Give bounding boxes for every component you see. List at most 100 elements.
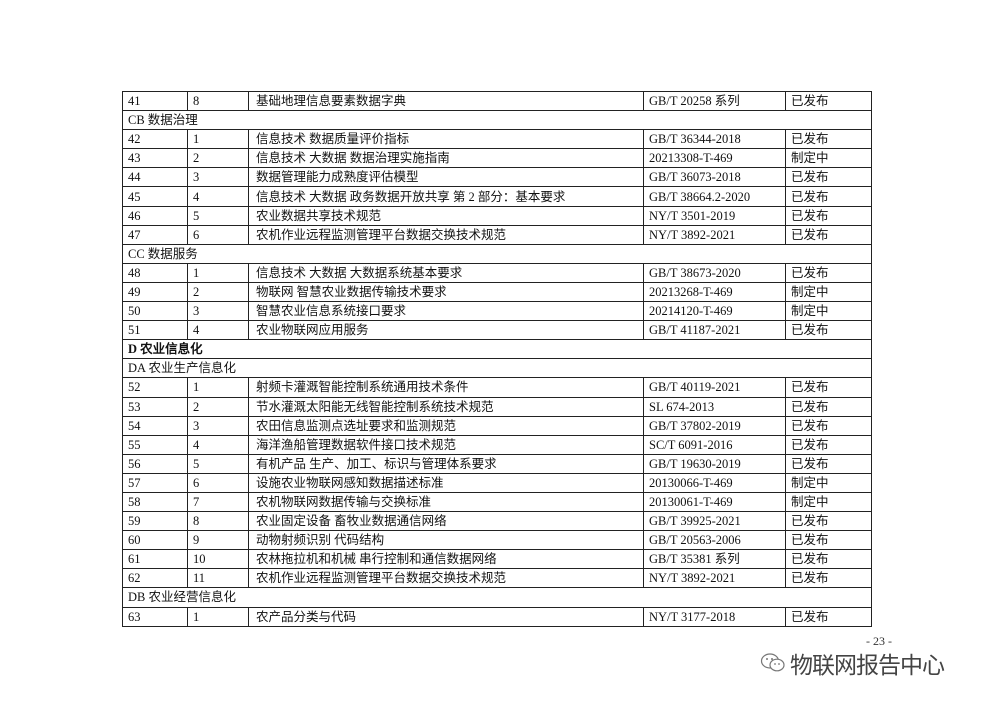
standard-code: 20130066-T-469 [643,472,786,493]
standard-code: NY/T 3501-2019 [643,205,786,226]
standard-code: 20213268-T-469 [643,281,786,303]
standard-code: GB/T 39925-2021 [643,511,786,532]
sub-number: 10 [187,549,249,570]
table-row: 62 11 农机作业远程监测管理平台数据交换技术规范 NY/T 3892-2021 已发… [122,568,872,589]
standard-code: SC/T 6091-2016 [643,434,786,455]
section-label: DB 农业经营信息化 [122,587,872,608]
row-number: 57 [122,472,188,493]
table-row: 50 3 智慧农业信息系统接口要求 20214120-T-469 制定中 [122,301,872,322]
table-row: 49 2 物联网 智慧农业数据传输技术要求 20213268-T-469 制定中 [122,281,872,303]
sub-number: 1 [187,262,249,283]
table-row: 45 4 信息技术 大数据 政务数据开放共享 第 2 部分：基本要求 GB/T 386… [122,186,872,207]
status: 已发布 [785,453,872,474]
row-number: 58 [122,491,188,513]
table-row: 44 3 数据管理能力成熟度评估模型 GB/T 36073-2018 已发布 [122,167,872,188]
standard-name: 数据管理能力成熟度评估模型 [248,167,644,188]
sub-number: 1 [187,129,249,150]
status: 已发布 [785,129,872,150]
sub-number: 2 [187,396,249,417]
table-row: 56 5 有机产品 生产、加工、标识与管理体系要求 GB/T 19630-2019 已发… [122,453,872,474]
row-number: 44 [122,167,188,188]
status: 制定中 [785,281,872,303]
section-label: D 农业信息化 [122,339,872,360]
status: 已发布 [785,90,872,112]
section-row: DA 农业生产信息化 [122,358,872,379]
watermark: 物联网报告中心 [760,646,945,680]
status: 已发布 [785,511,872,532]
section-label: DA 农业生产信息化 [122,358,872,379]
row-number: 56 [122,453,188,474]
standard-code: NY/T 3177-2018 [643,606,786,627]
standard-code: NY/T 3892-2021 [643,568,786,589]
standard-name: 基础地理信息要素数据字典 [248,90,644,112]
standard-code: GB/T 20258 系列 [643,90,786,112]
row-number: 46 [122,205,188,226]
section-row: CC 数据服务 [122,243,872,264]
table-row: 54 3 农田信息监测点选址要求和监测规范 GB/T 37802-2019 已发布 [122,415,872,436]
table-row: 47 6 农机作业远程监测管理平台数据交换技术规范 NY/T 3892-2021 已发布 [122,224,872,245]
status: 制定中 [785,491,872,513]
row-number: 60 [122,530,188,551]
sub-number: 4 [187,320,249,341]
row-number: 42 [122,129,188,150]
standard-name: 设施农业物联网感知数据描述标准 [248,472,644,493]
status: 制定中 [785,148,872,169]
page-number: - 23 - [866,634,892,648]
standard-name: 农业数据共享技术规范 [248,205,644,226]
row-number: 59 [122,511,188,532]
standard-code: GB/T 40119-2021 [643,377,786,398]
table-row: 58 7 农机物联网数据传输与交换标准 20130061-T-469 制定中 [122,491,872,513]
standard-name: 农业固定设备 畜牧业数据通信网络 [248,511,644,532]
standard-code: NY/T 3892-2021 [643,224,786,245]
sub-number: 2 [187,148,249,169]
table-row: 59 8 农业固定设备 畜牧业数据通信网络 GB/T 39925-2021 已发布 [122,511,872,532]
status: 已发布 [785,434,872,455]
status: 已发布 [785,606,872,627]
section-row: DB 农业经营信息化 [122,587,872,608]
sub-number: 3 [187,167,249,188]
standard-code: GB/T 36344-2018 [643,129,786,150]
standard-code: GB/T 19630-2019 [643,453,786,474]
status: 已发布 [785,186,872,207]
standard-code: GB/T 38673-2020 [643,262,786,283]
standard-name: 节水灌溉太阳能无线智能控制系统技术规范 [248,396,644,417]
sub-number: 6 [187,472,249,493]
status: 制定中 [785,301,872,322]
table-row: 43 2 信息技术 大数据 数据治理实施指南 20213308-T-469 制定中 [122,148,872,169]
sub-number: 7 [187,491,249,513]
section-label: CB 数据治理 [122,110,872,131]
standard-name: 农林拖拉机和机械 串行控制和通信数据网络 [248,549,644,570]
row-number: 43 [122,148,188,169]
row-number: 45 [122,186,188,207]
standard-name: 动物射频识别 代码结构 [248,530,644,551]
status: 已发布 [785,262,872,283]
table-row: 46 5 农业数据共享技术规范 NY/T 3501-2019 已发布 [122,205,872,226]
standard-code: 20130061-T-469 [643,491,786,513]
status: 已发布 [785,549,872,570]
status: 已发布 [785,396,872,417]
standard-name: 农机物联网数据传输与交换标准 [248,491,644,513]
status: 已发布 [785,530,872,551]
standard-code: GB/T 38664.2-2020 [643,186,786,207]
standard-name: 信息技术 大数据 大数据系统基本要求 [248,262,644,283]
row-number: 47 [122,224,188,245]
table-row: 55 4 海洋渔船管理数据软件接口技术规范 SC/T 6091-2016 已发布 [122,434,872,455]
table-row: 41 8 基础地理信息要素数据字典 GB/T 20258 系列 已发布 [122,90,872,112]
row-number: 51 [122,320,188,341]
sub-number: 4 [187,186,249,207]
status: 已发布 [785,320,872,341]
sub-number: 6 [187,224,249,245]
standard-code: SL 674-2013 [643,396,786,417]
row-number: 54 [122,415,188,436]
row-number: 62 [122,568,188,589]
sub-number: 3 [187,301,249,322]
sub-number: 4 [187,434,249,455]
table-row: 57 6 设施农业物联网感知数据描述标准 20130066-T-469 制定中 [122,472,872,493]
standard-name: 农机作业远程监测管理平台数据交换技术规范 [248,224,644,245]
standard-name: 物联网 智慧农业数据传输技术要求 [248,281,644,303]
standard-code: 20213308-T-469 [643,148,786,169]
row-number: 50 [122,301,188,322]
row-number: 55 [122,434,188,455]
standard-code: GB/T 35381 系列 [643,549,786,570]
table-row: 48 1 信息技术 大数据 大数据系统基本要求 GB/T 38673-2020 已发布 [122,262,872,283]
